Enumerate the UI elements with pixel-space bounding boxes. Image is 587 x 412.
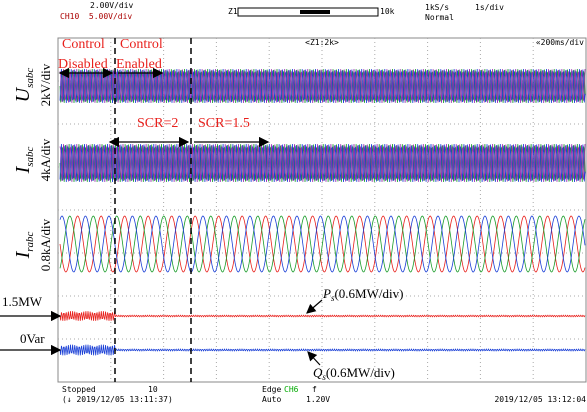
time-div: «200ms/div bbox=[536, 38, 584, 47]
header-text: 1s/div bbox=[475, 3, 504, 12]
footer-text: CH6 bbox=[284, 385, 299, 394]
zoom-window bbox=[300, 10, 330, 14]
annotation: 0Var bbox=[20, 331, 45, 346]
subscript: rabc bbox=[24, 231, 36, 251]
annotation: Qs(0.6MW/div) bbox=[313, 365, 395, 382]
zoom-label: <Z1:2k> bbox=[305, 38, 339, 47]
subscript: sabc bbox=[24, 146, 36, 166]
subscript: sabc bbox=[24, 68, 36, 88]
channel-scale: 2kV/div bbox=[38, 63, 53, 106]
channel-label: Usabc bbox=[12, 68, 36, 103]
channel-label: Irabc bbox=[12, 231, 36, 259]
scale: (0.6MW/div) bbox=[334, 286, 403, 301]
annotation: SCR=2 bbox=[137, 116, 178, 131]
footer-text: Edge bbox=[262, 385, 281, 394]
footer-text: 10 bbox=[148, 385, 158, 394]
annotation: Control bbox=[62, 37, 105, 52]
annotation: Control bbox=[120, 37, 163, 52]
footer-text: Stopped bbox=[62, 385, 96, 394]
header-text: CH10 5.00V/div bbox=[60, 12, 132, 21]
header-text: Normal bbox=[425, 13, 454, 22]
channel-label: Isabc bbox=[12, 146, 36, 174]
footer-text: (↓ 2019/12/05 13:11:37) bbox=[62, 395, 173, 404]
symbol: P bbox=[322, 286, 331, 301]
footer-text: Auto bbox=[262, 395, 281, 404]
header-text: 2.00V/div bbox=[90, 1, 134, 10]
footer-text: f bbox=[312, 385, 317, 394]
header-text: 10k bbox=[380, 7, 395, 16]
annotation: Enabled bbox=[116, 57, 162, 72]
footer-text: 2019/12/05 13:12:04 bbox=[494, 395, 586, 404]
scale: (0.6MW/div) bbox=[326, 365, 395, 380]
channel-scale: 4kA/div bbox=[38, 138, 53, 181]
oscilloscope-figure: 2.00V/div CH10 5.00V/div Z1 10k 1kS/s 1s… bbox=[0, 0, 587, 412]
annotation: SCR=1.5 bbox=[198, 116, 250, 131]
channel-scale: 0.8kA/div bbox=[38, 218, 53, 271]
annotation: Ps(0.6MW/div) bbox=[322, 286, 403, 303]
header-text: 1kS/s bbox=[425, 3, 449, 12]
header-text: Z1 bbox=[228, 7, 238, 16]
annotation: Disabled bbox=[58, 57, 108, 72]
footer-text: 1.20V bbox=[306, 395, 330, 404]
annotation: 1.5MW bbox=[2, 294, 43, 309]
